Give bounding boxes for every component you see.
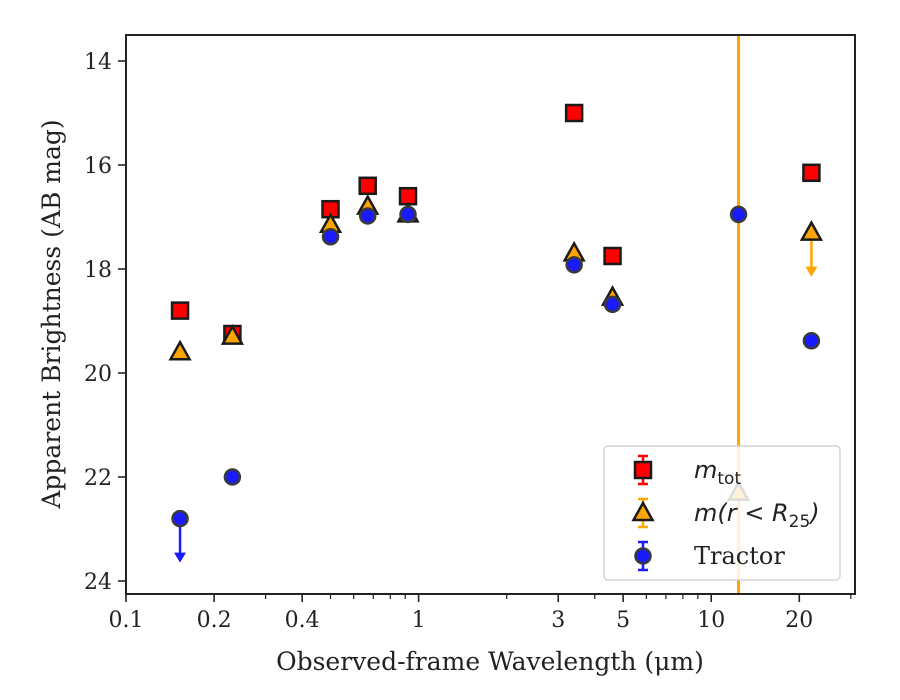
data-point: [729, 205, 748, 224]
x-axis-label: Observed-frame Wavelength (μm): [276, 647, 704, 676]
data-point: [171, 509, 189, 528]
x-tick-label: 1: [412, 608, 426, 633]
data-point: [802, 163, 821, 183]
y-axis-label: Apparent Brightness (AB mag): [37, 119, 66, 509]
y-tick-label: 22: [84, 466, 112, 491]
data-point: [220, 324, 245, 345]
y-tick-label: 20: [84, 362, 112, 387]
legend-marker: [633, 460, 653, 480]
legend-entry-label: Tractor: [694, 542, 785, 570]
plot-frame: [125, 34, 856, 595]
x-tick-label: 0.1: [109, 608, 144, 633]
series-circle-group: [171, 205, 821, 563]
data-point: [564, 103, 584, 123]
legend-entry-label: m(r < R25): [694, 499, 820, 532]
series-square-group: [170, 103, 821, 344]
legend-box: [603, 445, 841, 581]
data-point: [358, 176, 377, 196]
legend-marker: [631, 500, 655, 522]
data-point: [321, 228, 340, 246]
data-point: [170, 301, 190, 320]
x-tick-label: 10: [697, 608, 725, 633]
upper-limit-arrow-head: [174, 552, 187, 563]
legend-entry-label: mtot: [694, 456, 741, 489]
data-point: [358, 207, 377, 225]
upper-limit-arrow-head: [805, 266, 818, 277]
x-tick-label: 0.2: [197, 608, 232, 633]
x-tick-label: 5: [616, 608, 630, 633]
data-point: [398, 186, 418, 206]
data-point: [603, 246, 622, 266]
data-point: [168, 339, 192, 361]
y-tick-label: 14: [84, 50, 112, 75]
y-tick-label: 18: [84, 258, 112, 283]
y-tick-label: 16: [84, 154, 112, 179]
data-point: [799, 220, 824, 241]
x-tick-label: 20: [785, 608, 813, 633]
legend: mtot m(r < R25) Tractor: [603, 445, 841, 581]
ticks-layer: 0.1 0.2 0.4 1 3 5 10 20 14 16 18 20 22 24: [84, 50, 852, 633]
data-point: [603, 295, 622, 314]
y-tick-label: 24: [84, 570, 112, 595]
x-tick-label: 0.4: [285, 608, 320, 633]
data-point: [223, 468, 242, 486]
data-point: [802, 332, 821, 350]
marks-layer: [168, 103, 824, 563]
data-point: [399, 205, 417, 224]
legend-marker: [634, 547, 652, 565]
x-tick-label: 3: [551, 608, 565, 633]
data-point: [565, 256, 583, 274]
